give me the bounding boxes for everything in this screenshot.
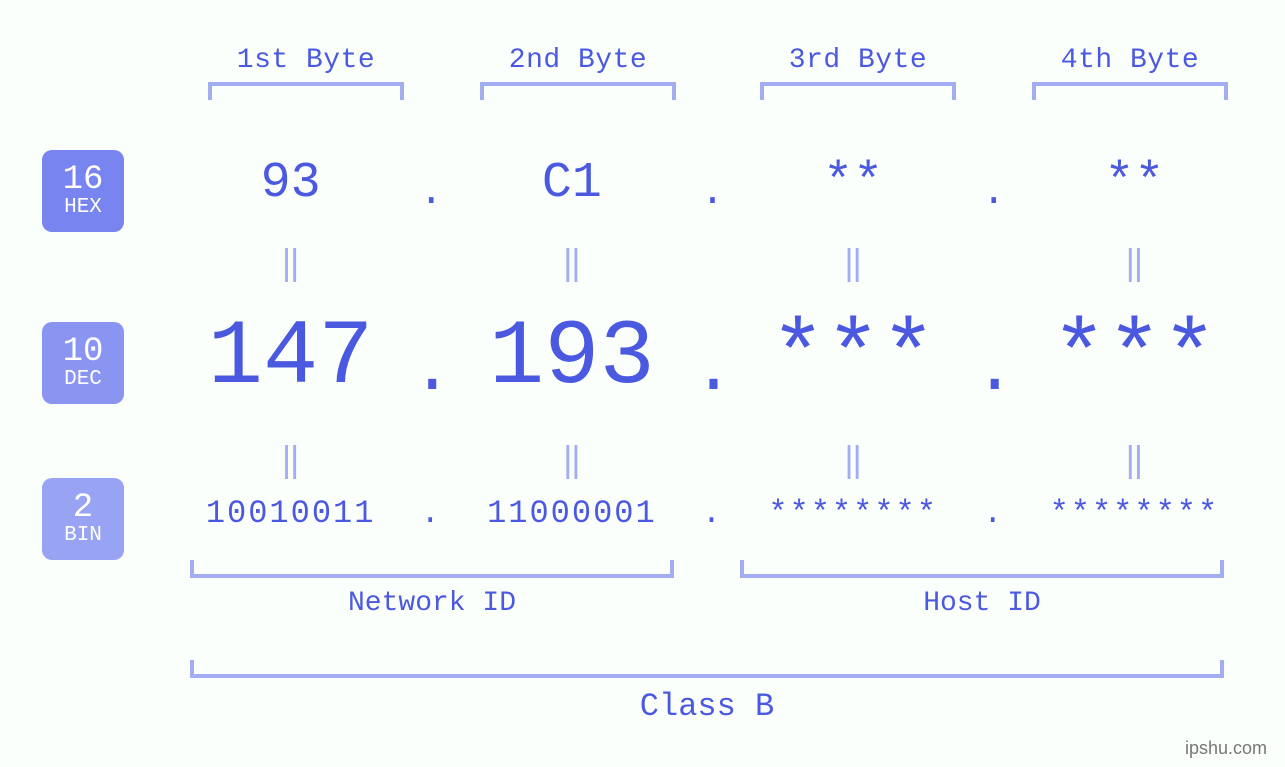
badge-hex-num: 16: [63, 163, 104, 199]
bin-dot-1: .: [411, 495, 451, 532]
byte-header-1: 1st Byte: [208, 45, 404, 100]
eq2-2: ‖: [451, 440, 692, 482]
hex-byte-2: C1: [451, 155, 692, 212]
bin-dot-3: .: [974, 495, 1014, 532]
byte-label-4: 4th Byte: [1032, 45, 1228, 76]
host-id-bracket: [740, 560, 1224, 578]
badge-bin-txt: BIN: [64, 525, 102, 547]
host-id-group: Host ID: [740, 560, 1224, 619]
byte-bracket-3: [760, 82, 956, 100]
dec-row: 147 . 193 . *** . ***: [170, 305, 1255, 410]
host-id-label: Host ID: [740, 588, 1224, 619]
dec-dot-2: .: [693, 332, 733, 411]
network-id-group: Network ID: [190, 560, 674, 619]
equals-row-1: ‖ ‖ ‖ ‖: [170, 243, 1255, 285]
badge-dec-txt: DEC: [64, 369, 102, 391]
badge-bin-num: 2: [73, 491, 93, 527]
watermark: ipshu.com: [1185, 738, 1267, 759]
byte-label-3: 3rd Byte: [760, 45, 956, 76]
hex-byte-4: **: [1014, 155, 1255, 212]
bin-byte-1: 10010011: [170, 495, 411, 532]
hex-dot-1: .: [411, 171, 451, 216]
byte-label-1: 1st Byte: [208, 45, 404, 76]
eq1-1: ‖: [170, 243, 411, 285]
dec-byte-1: 147: [170, 305, 411, 410]
bin-dot-2: .: [693, 495, 733, 532]
class-label: Class B: [190, 688, 1224, 725]
dec-byte-4: ***: [1014, 305, 1255, 410]
eq2-3: ‖: [733, 440, 974, 482]
dec-dot-3: .: [974, 332, 1014, 411]
byte-bracket-4: [1032, 82, 1228, 100]
dec-dot-1: .: [411, 332, 451, 411]
class-bracket: [190, 660, 1224, 678]
hex-dot-3: .: [974, 171, 1014, 216]
bin-byte-3: ********: [733, 495, 974, 532]
bin-byte-4: ********: [1014, 495, 1255, 532]
class-group: Class B: [190, 660, 1224, 725]
network-id-bracket: [190, 560, 674, 578]
equals-row-2: ‖ ‖ ‖ ‖: [170, 440, 1255, 482]
eq1-2: ‖: [451, 243, 692, 285]
hex-row: 93 . C1 . ** . **: [170, 155, 1255, 212]
dec-byte-2: 193: [451, 305, 692, 410]
dec-byte-3: ***: [733, 305, 974, 410]
badge-hex-txt: HEX: [64, 197, 102, 219]
byte-header-2: 2nd Byte: [480, 45, 676, 100]
ip-diagram: 1st Byte 2nd Byte 3rd Byte 4th Byte 16 H…: [0, 0, 1285, 767]
eq2-4: ‖: [1014, 440, 1255, 482]
eq1-4: ‖: [1014, 243, 1255, 285]
network-id-label: Network ID: [190, 588, 674, 619]
badge-dec: 10 DEC: [42, 322, 124, 404]
byte-header-4: 4th Byte: [1032, 45, 1228, 100]
byte-bracket-1: [208, 82, 404, 100]
bin-byte-2: 11000001: [451, 495, 692, 532]
badge-bin: 2 BIN: [42, 478, 124, 560]
badge-dec-num: 10: [63, 335, 104, 371]
byte-bracket-2: [480, 82, 676, 100]
eq2-1: ‖: [170, 440, 411, 482]
hex-byte-1: 93: [170, 155, 411, 212]
byte-header-3: 3rd Byte: [760, 45, 956, 100]
hex-dot-2: .: [693, 171, 733, 216]
hex-byte-3: **: [733, 155, 974, 212]
byte-label-2: 2nd Byte: [480, 45, 676, 76]
badge-hex: 16 HEX: [42, 150, 124, 232]
eq1-3: ‖: [733, 243, 974, 285]
bin-row: 10010011 . 11000001 . ******** . *******…: [170, 495, 1255, 532]
